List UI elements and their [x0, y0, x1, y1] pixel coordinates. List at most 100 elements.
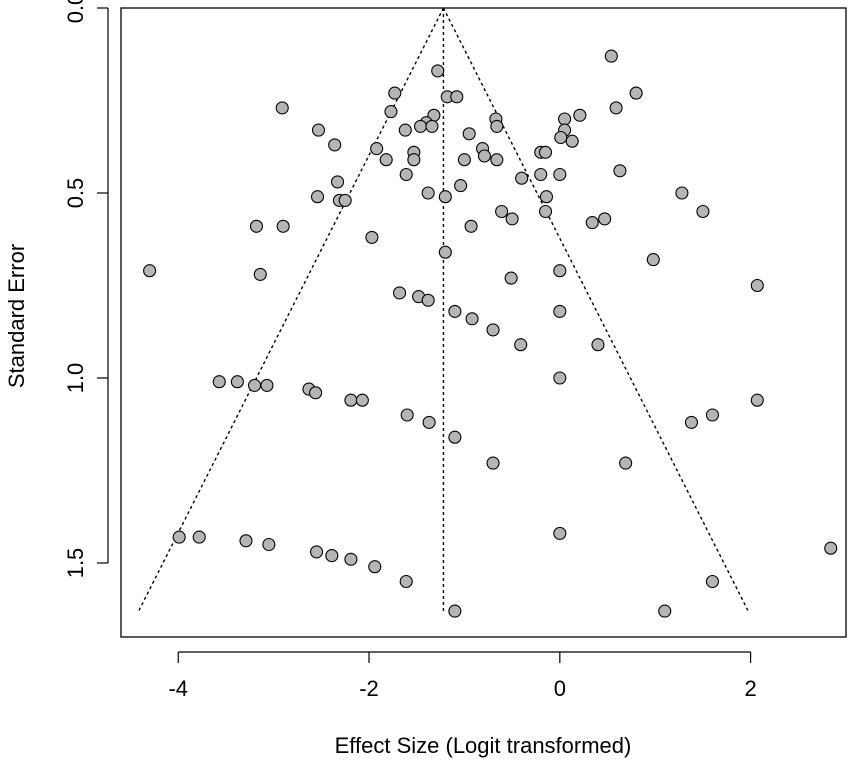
data-point: [431, 64, 445, 78]
data-points: [143, 49, 838, 618]
data-point: [438, 190, 452, 204]
data-point: [675, 186, 689, 200]
data-point: [370, 142, 384, 156]
data-point: [658, 604, 672, 618]
data-point: [684, 415, 699, 429]
plot-frame: [120, 7, 847, 638]
data-point: [504, 271, 518, 285]
data-point: [538, 204, 553, 219]
data-point: [365, 230, 379, 244]
data-point: [192, 530, 206, 544]
y-tick-label: 0.0: [63, 0, 88, 23]
data-point: [422, 415, 436, 429]
data-point: [328, 138, 342, 152]
data-point: [457, 153, 471, 167]
data-point: [448, 604, 462, 618]
data-point: [212, 375, 226, 389]
data-point: [619, 456, 633, 470]
data-point: [515, 171, 529, 185]
data-point: [750, 278, 764, 293]
data-point: [379, 153, 393, 167]
y-axis-label: Standard Error: [4, 244, 29, 388]
data-point: [495, 204, 509, 219]
data-point: [230, 375, 244, 389]
data-point: [573, 108, 587, 122]
data-point: [490, 153, 504, 167]
data-point: [553, 304, 567, 318]
data-point: [399, 167, 413, 182]
data-point: [399, 574, 413, 589]
funnel-left-line: [138, 7, 445, 612]
data-point: [344, 552, 358, 566]
data-point: [477, 149, 492, 163]
data-point: [262, 537, 276, 552]
data-point: [604, 49, 618, 63]
data-point: [464, 219, 478, 233]
data-point: [400, 408, 414, 422]
data-point: [248, 378, 262, 392]
data-point: [554, 130, 568, 145]
data-point: [448, 304, 462, 318]
data-point: [598, 212, 612, 226]
data-point: [355, 393, 369, 407]
data-point: [553, 167, 567, 182]
data-point: [421, 293, 435, 307]
data-point: [448, 430, 462, 444]
data-point: [591, 338, 605, 352]
data-point: [465, 312, 479, 326]
data-point: [325, 549, 339, 563]
x-tick-label: 2: [744, 676, 756, 701]
data-point: [462, 127, 476, 141]
data-point: [824, 541, 838, 555]
data-point: [750, 393, 764, 407]
data-point: [486, 456, 500, 470]
data-point: [505, 212, 519, 226]
x-tick-label: 0: [554, 676, 566, 701]
data-point: [421, 186, 435, 200]
data-point: [398, 123, 412, 137]
data-point: [310, 190, 325, 204]
data-point: [309, 386, 323, 400]
x-axis-label: Effect Size (Logit transformed): [335, 733, 632, 758]
funnel-lines: [138, 7, 749, 612]
data-point: [539, 190, 554, 204]
data-point: [384, 105, 398, 119]
data-point: [613, 164, 627, 178]
x-tick-label: -4: [168, 676, 188, 701]
data-point: [388, 86, 402, 100]
data-point: [239, 534, 253, 548]
data-point: [310, 545, 324, 559]
data-point: [260, 378, 274, 392]
data-point: [646, 253, 660, 267]
data-point: [413, 119, 428, 133]
data-point: [276, 219, 290, 233]
data-point: [538, 145, 553, 159]
data-point: [249, 219, 264, 233]
axes: -4 -2 0 2 0.0 0.5 1.0 1.5: [63, 0, 847, 701]
x-tick-label: -2: [359, 676, 379, 701]
data-point: [553, 371, 567, 385]
data-point: [438, 245, 452, 259]
data-point: [534, 167, 548, 182]
data-point: [425, 119, 439, 133]
data-point: [565, 134, 579, 148]
data-point: [553, 526, 567, 540]
data-point: [558, 112, 572, 126]
data-point: [450, 90, 464, 104]
data-point: [344, 393, 358, 407]
y-tick-label: 1.5: [63, 548, 88, 579]
data-point: [172, 530, 186, 544]
y-tick-label: 0.5: [63, 178, 88, 209]
y-tick-label: 1.0: [63, 363, 88, 394]
data-point: [393, 286, 407, 300]
data-point: [368, 560, 382, 574]
data-point: [253, 267, 267, 281]
data-point: [330, 175, 345, 189]
data-point: [553, 264, 567, 278]
data-point: [454, 179, 468, 193]
data-point: [705, 574, 719, 589]
data-point: [490, 119, 504, 133]
data-point: [609, 101, 623, 115]
data-point: [338, 193, 352, 207]
data-point: [143, 264, 157, 278]
